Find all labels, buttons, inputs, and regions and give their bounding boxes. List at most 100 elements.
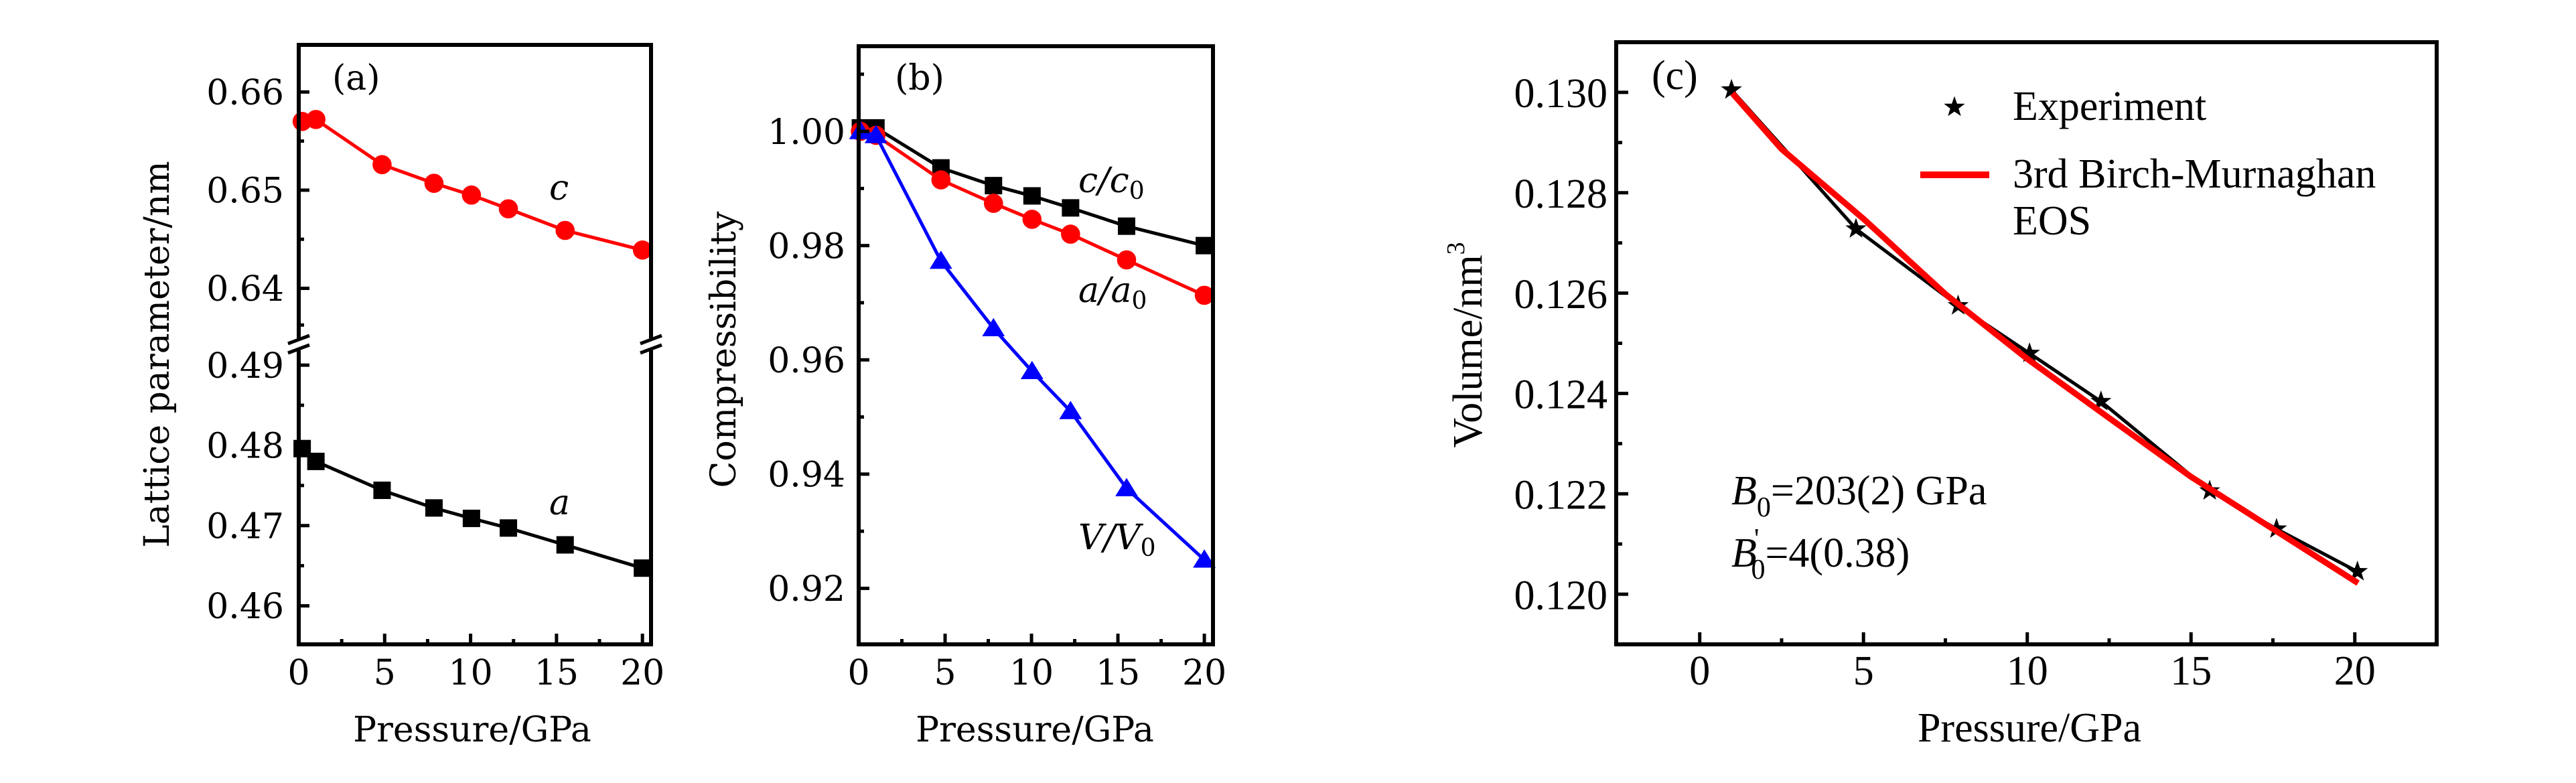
panel-b: 0 5 10 15 20 0.92 0.94 0.96 0.98 1.00 Pressure/GPa…	[704, 44, 1226, 750]
data-point-triangle	[1059, 401, 1082, 419]
axis-break-mark	[640, 343, 662, 355]
fit-curve	[1730, 91, 2360, 586]
annotation-text: =203(2) GPa	[1771, 468, 1987, 514]
data-point-triangle	[1193, 549, 1216, 568]
series-label-c: c	[549, 168, 569, 208]
series-label: V/V0	[1078, 518, 1156, 562]
x-tick-label: 20	[620, 653, 664, 693]
series-line	[301, 447, 643, 570]
y-tick-label: 0.49	[206, 346, 284, 386]
panel-label: (a)	[332, 58, 380, 98]
annotation-prime: '	[1754, 524, 1760, 555]
data-point-circle	[1194, 285, 1214, 305]
y-axis-label: Volume/nm3	[1442, 242, 1491, 447]
x-tick-label: 0	[287, 653, 309, 693]
series-cc	[851, 119, 1214, 255]
data-point-triangle	[1020, 360, 1044, 380]
x-tick-label: 5	[374, 653, 396, 693]
y-axis-label-text: Compressibility	[704, 211, 744, 488]
data-point-square	[373, 482, 391, 500]
annotation-symbol: B	[1731, 468, 1757, 514]
data-point-star	[1845, 218, 1867, 238]
data-point-circle	[461, 185, 482, 205]
axis-break-mark	[287, 334, 310, 346]
annotation-text: =4(0.38)	[1765, 530, 1910, 576]
series-label-subscript: 0	[1141, 535, 1156, 562]
data-point-square	[556, 536, 574, 554]
x-tick-label: 20	[1182, 653, 1226, 693]
y-axis-label-text: Lattice parameter/nm	[137, 161, 177, 547]
axis-break-mark	[640, 334, 662, 346]
x-axis-label: Pressure/GPa	[916, 710, 1154, 750]
y-axis-label: Lattice parameter/nm	[137, 161, 177, 547]
panel-label: (b)	[895, 58, 944, 98]
x-tick-label: 10	[2007, 648, 2048, 694]
data-point-square	[462, 509, 480, 527]
series-label-text: V/V	[1078, 518, 1143, 558]
data-point-square	[1023, 187, 1041, 205]
series-label-text: a/a	[1078, 271, 1132, 311]
data-point-square	[500, 519, 518, 537]
data-point-star	[2347, 560, 2368, 581]
annotation: B0=203(2) GPa	[1731, 468, 1987, 523]
legend-label-fit: 3rd Birch-Murnaghan	[2013, 151, 2376, 197]
x-tick-label: 0	[847, 653, 869, 693]
data-point-triangle	[864, 125, 887, 143]
y-tick-label: 0.124	[1514, 372, 1608, 418]
series-a	[293, 439, 652, 577]
data-point-star	[2090, 390, 2112, 411]
x-tick-label: 15	[534, 653, 579, 693]
data-point-triangle	[982, 317, 1005, 337]
y-tick-label: 0.46	[206, 587, 284, 627]
axis-break-mark	[287, 343, 310, 355]
series-3rdbirchmurnaghan	[1730, 91, 2360, 586]
panel-label: (c)	[1652, 53, 1698, 98]
plot-frame	[857, 44, 1215, 646]
series-vv	[849, 121, 1216, 568]
data-point-triangle	[929, 251, 952, 269]
data-point-square	[307, 452, 325, 470]
x-tick-label: 15	[1096, 653, 1140, 693]
y-tick-label: 0.130	[1514, 71, 1608, 117]
y-tick-label: 1.00	[768, 113, 845, 153]
y-tick-label: 0.94	[768, 455, 845, 496]
legend-label-experiment: Experiment	[2013, 84, 2206, 129]
data-point-square	[1117, 217, 1135, 235]
y-tick-label: 0.126	[1514, 272, 1608, 317]
annotation-subscript: 0	[1757, 492, 1771, 523]
panel-a: 0 5 10 15 20 0.64 0.65 0.66 0.46 0.47 0.48 0.49 Pres…	[137, 43, 664, 750]
legend-label-fit-line2: EOS	[2013, 198, 2091, 244]
y-tick-label: 0.65	[206, 171, 284, 212]
y-axis-label: Compressibility	[704, 211, 744, 488]
y-axis-label-superscript: 3	[1442, 242, 1470, 255]
data-point-square	[1062, 199, 1080, 217]
y-tick-label: 0.48	[206, 427, 284, 467]
data-point-square	[425, 499, 443, 517]
data-point-circle	[632, 240, 652, 260]
data-point-circle	[983, 194, 1003, 213]
y-tick-label: 0.92	[768, 569, 845, 610]
data-point-circle	[306, 110, 326, 129]
data-point-star	[1944, 96, 1965, 117]
series-label-a: a	[549, 483, 570, 523]
data-point-star	[1721, 78, 1742, 99]
series-label: c/c0	[1078, 161, 1145, 205]
data-point-star	[2019, 342, 2040, 362]
y-tick-label: 0.64	[206, 269, 284, 309]
y-tick-label: 0.122	[1514, 473, 1608, 518]
series-c	[292, 110, 652, 260]
series-line	[859, 129, 1206, 561]
y-tick-label: 0.128	[1514, 171, 1608, 217]
series-label-subscript: 0	[1129, 177, 1145, 205]
series-label-text: c/c	[1078, 161, 1129, 201]
data-point-square	[1196, 236, 1214, 255]
x-tick-label: 5	[934, 653, 956, 693]
data-point-circle	[372, 155, 392, 175]
data-point-triangle	[1115, 478, 1138, 496]
data-point-circle	[1061, 224, 1080, 244]
annotation-symbol: B	[1731, 530, 1757, 576]
y-tick-label: 0.98	[768, 226, 845, 267]
x-axis-label: Pressure/GPa	[1918, 705, 2141, 751]
x-axis-label: Pressure/GPa	[353, 710, 591, 750]
